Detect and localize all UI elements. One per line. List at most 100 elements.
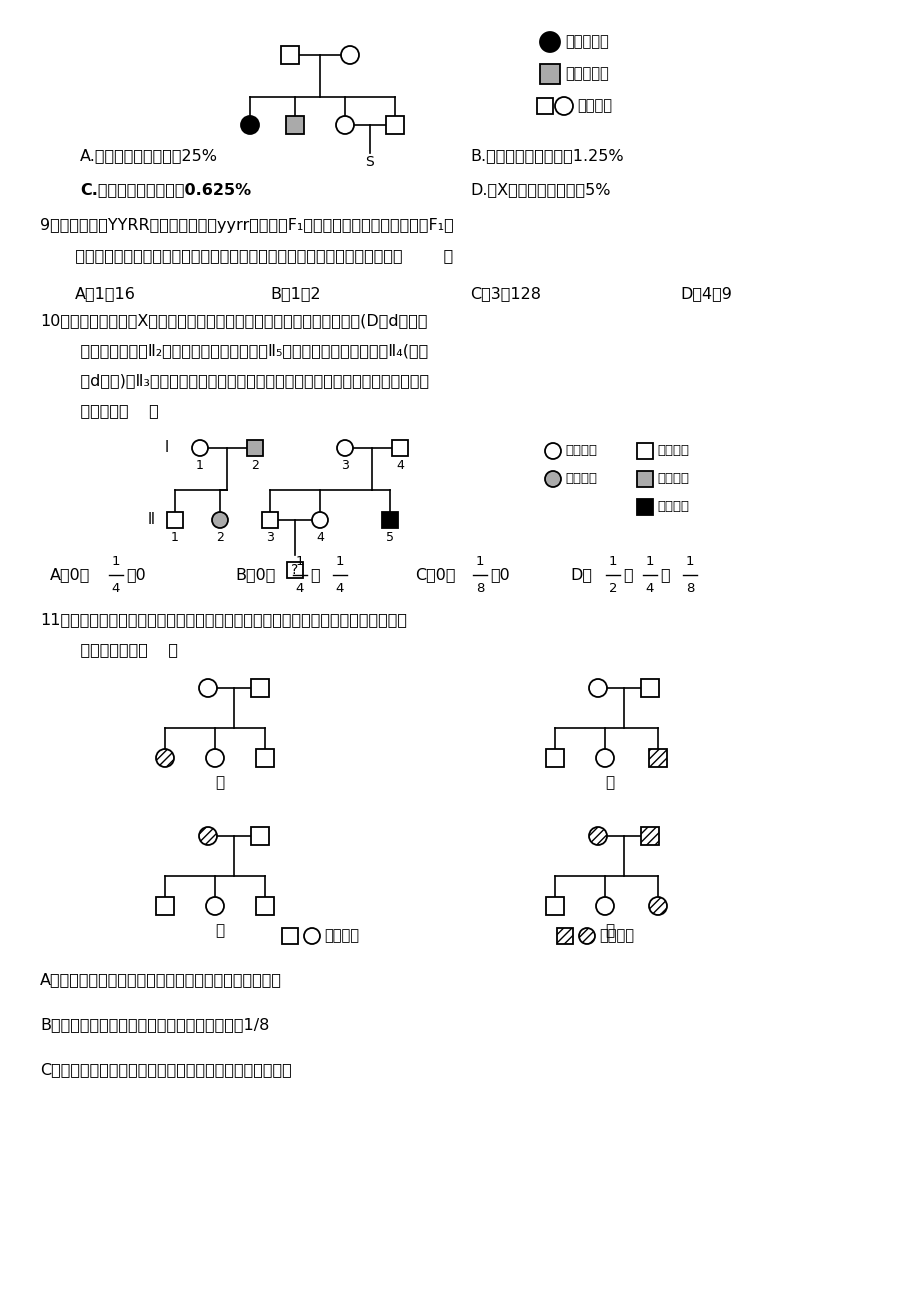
Ellipse shape: [648, 897, 666, 915]
Text: C．0、: C．0、: [414, 568, 455, 582]
Text: 5: 5: [386, 530, 393, 543]
Ellipse shape: [336, 439, 353, 456]
Text: 4: 4: [316, 530, 323, 543]
Ellipse shape: [539, 32, 560, 52]
Text: B.常染色体隐性遗传：1.25%: B.常染色体隐性遗传：1.25%: [470, 148, 623, 162]
Ellipse shape: [578, 928, 595, 944]
Text: 1: 1: [111, 555, 120, 568]
Text: 11、以下是人类有关遗传病的四个系谱图，与甲、乙、丙、丁四个系谱图相关的说法: 11、以下是人类有关遗传病的四个系谱图，与甲、乙、丙、丁四个系谱图相关的说法: [40, 612, 406, 627]
Text: 交所得种子中，拿出一粒绿色圆粒和一粒黄色皱粒，它们是一纯一杂的概率（        ）: 交所得种子中，拿出一粒绿色圆粒和一粒黄色皱粒，它们是一纯一杂的概率（ ）: [60, 248, 453, 263]
Bar: [386, 116, 403, 134]
Text: 1: 1: [475, 555, 483, 568]
Bar: [545, 897, 563, 915]
Text: Ⅱ: Ⅱ: [148, 512, 155, 528]
Text: 4: 4: [296, 582, 304, 595]
Text: D．4／9: D．4／9: [679, 286, 732, 302]
Text: 丁: 丁: [605, 923, 614, 939]
Text: 4: 4: [335, 582, 344, 595]
Ellipse shape: [303, 928, 320, 944]
Bar: [381, 512, 398, 528]
Text: B．0、: B．0、: [234, 568, 275, 582]
Text: 8: 8: [685, 582, 694, 595]
Text: 8: 8: [475, 582, 483, 595]
Ellipse shape: [206, 897, 223, 915]
Text: 10、人的红绿色盲属X染色体隐性遗传，先天性耳聋是常染色体隐性遗传(D对d完全显: 10、人的红绿色盲属X染色体隐性遗传，先天性耳聋是常染色体隐性遗传(D对d完全显: [40, 313, 427, 328]
Bar: [539, 64, 560, 84]
Text: 2: 2: [608, 582, 617, 595]
Text: 耳聋男性: 耳聋男性: [656, 472, 688, 485]
Text: 1: 1: [295, 555, 304, 568]
Text: 正常女性: 正常女性: [564, 445, 596, 458]
Ellipse shape: [335, 116, 354, 134]
Bar: [246, 439, 263, 456]
Bar: [255, 749, 274, 767]
Bar: [282, 928, 298, 944]
Ellipse shape: [211, 512, 228, 528]
Ellipse shape: [544, 471, 561, 488]
Text: I: I: [165, 441, 169, 455]
Text: 3: 3: [266, 530, 274, 543]
Bar: [636, 443, 652, 459]
Text: 、: 、: [310, 568, 319, 582]
Text: 、0: 、0: [490, 568, 509, 582]
Text: A．乙系谱中患病男孩的父亲一定是该致病基因的携带者: A．乙系谱中患病男孩的父亲一定是该致病基因的携带者: [40, 972, 282, 987]
Bar: [156, 897, 174, 915]
Text: 2: 2: [216, 530, 223, 543]
Text: A．1／16: A．1／16: [75, 286, 136, 302]
Ellipse shape: [241, 116, 259, 134]
Bar: [287, 562, 302, 578]
Text: 1: 1: [645, 555, 653, 568]
Bar: [636, 499, 652, 515]
Ellipse shape: [596, 897, 613, 915]
Text: 9、黄色圆粒（YYRR）和绿色皱粒（yyrr）杂交得F₁，两对等位基因独立遗传。从F₁自: 9、黄色圆粒（YYRR）和绿色皱粒（yyrr）杂交得F₁，两对等位基因独立遗传。…: [40, 218, 453, 233]
Text: 1: 1: [196, 459, 204, 472]
Ellipse shape: [206, 749, 223, 767]
Ellipse shape: [588, 679, 607, 697]
Text: S: S: [365, 155, 374, 169]
Text: 1: 1: [608, 555, 617, 568]
Text: 乙: 乙: [605, 775, 614, 790]
Text: 2: 2: [251, 459, 258, 472]
Ellipse shape: [596, 749, 613, 767]
Text: D.伴X染色体隐性遗传：5%: D.伴X染色体隐性遗传：5%: [470, 182, 610, 198]
Text: 甲: 甲: [215, 775, 224, 790]
Bar: [255, 897, 274, 915]
Text: 、0: 、0: [126, 568, 145, 582]
Ellipse shape: [199, 679, 217, 697]
Text: 正常男女: 正常男女: [323, 928, 358, 944]
Bar: [167, 512, 183, 528]
Bar: [251, 679, 268, 697]
Bar: [251, 827, 268, 845]
Text: 性）。以下图中Ⅱ₂为色觉正常的耳聋患者，Ⅱ₅为听觉正常的色盲患者。Ⅱ₄(不携: 性）。以下图中Ⅱ₂为色觉正常的耳聋患者，Ⅱ₅为听觉正常的色盲患者。Ⅱ₄(不携: [60, 343, 427, 358]
Text: A.常染色体显性遗传：25%: A.常染色体显性遗传：25%: [80, 148, 218, 162]
Text: 患甲病女性: 患甲病女性: [564, 35, 608, 49]
Text: 1: 1: [685, 555, 694, 568]
Text: 4: 4: [645, 582, 653, 595]
Ellipse shape: [156, 749, 174, 767]
Bar: [556, 928, 573, 944]
Text: 患病男女: 患病男女: [598, 928, 633, 944]
Text: 3: 3: [341, 459, 348, 472]
Text: C．3／128: C．3／128: [470, 286, 540, 302]
Text: 健康男女: 健康男女: [576, 99, 611, 113]
Text: ?: ?: [291, 563, 299, 577]
Text: 1: 1: [171, 530, 178, 543]
Text: 色盲男性: 色盲男性: [656, 500, 688, 514]
Text: 患色盲男性: 患色盲男性: [564, 66, 608, 82]
Bar: [545, 749, 563, 767]
Bar: [648, 749, 666, 767]
Text: C.常染色体隐性遗传：0.625%: C.常染色体隐性遗传：0.625%: [80, 182, 251, 198]
Bar: [391, 439, 407, 456]
Bar: [262, 512, 278, 528]
Bar: [641, 679, 658, 697]
Ellipse shape: [192, 439, 208, 456]
Text: C．甲、乙、丙、丁都可能是常染色体隐性遗传病的系谱图: C．甲、乙、丙、丁都可能是常染色体隐性遗传病的系谱图: [40, 1062, 291, 1076]
Text: 正常男性: 正常男性: [656, 445, 688, 458]
Bar: [537, 98, 552, 114]
Bar: [286, 116, 303, 134]
Ellipse shape: [312, 512, 328, 528]
Text: 正确的选项是（    ）: 正确的选项是（ ）: [60, 642, 177, 657]
Ellipse shape: [341, 46, 358, 64]
Text: 带d基因)和Ⅱ₃婚后生下一个男孩，这个男孩患耳聋、色盲、既耳聋又色盲的可能: 带d基因)和Ⅱ₃婚后生下一个男孩，这个男孩患耳聋、色盲、既耳聋又色盲的可能: [60, 373, 428, 387]
Text: 耳聋女性: 耳聋女性: [564, 472, 596, 485]
